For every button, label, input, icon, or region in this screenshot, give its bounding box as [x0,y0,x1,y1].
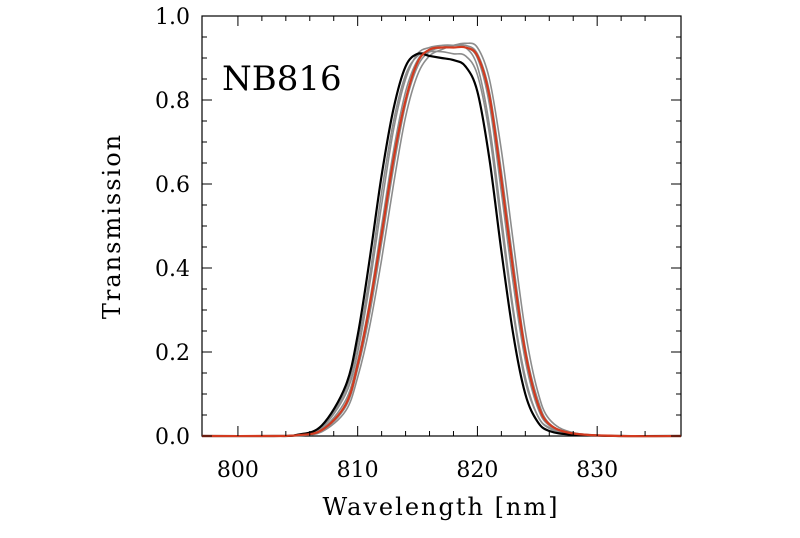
x-tick-label: 830 [576,458,618,483]
x-tick-label: 820 [456,458,498,483]
x-tick-label: 800 [217,458,259,483]
individual-transmission-curve [201,42,682,438]
x-axis-title: Wavelength [nm] [322,493,559,521]
black-transmission-curve [201,52,682,438]
individual-transmission-curve [201,45,682,437]
panel-label: NB816 [222,59,342,99]
individual-transmission-curve [201,44,682,437]
x-tick-label: 810 [337,458,379,483]
red-transmission-curve [201,45,682,438]
individual-transmission-curve [201,43,682,438]
series-layer [201,42,682,438]
y-tick-label: 0.6 [155,173,190,198]
y-tick-label: 1.0 [155,5,190,30]
y-tick-label: 0.4 [155,257,190,282]
y-tick-label: 0.8 [155,89,190,114]
tick-layer: 800 810 820 830 0.0 0.2 0.4 0.6 0.8 1.0 [155,5,681,483]
individual-transmission-curve [201,50,682,437]
y-tick-label: 0.0 [155,425,190,450]
y-axis-title: Transmission [98,133,126,319]
y-tick-label: 0.2 [155,341,190,366]
